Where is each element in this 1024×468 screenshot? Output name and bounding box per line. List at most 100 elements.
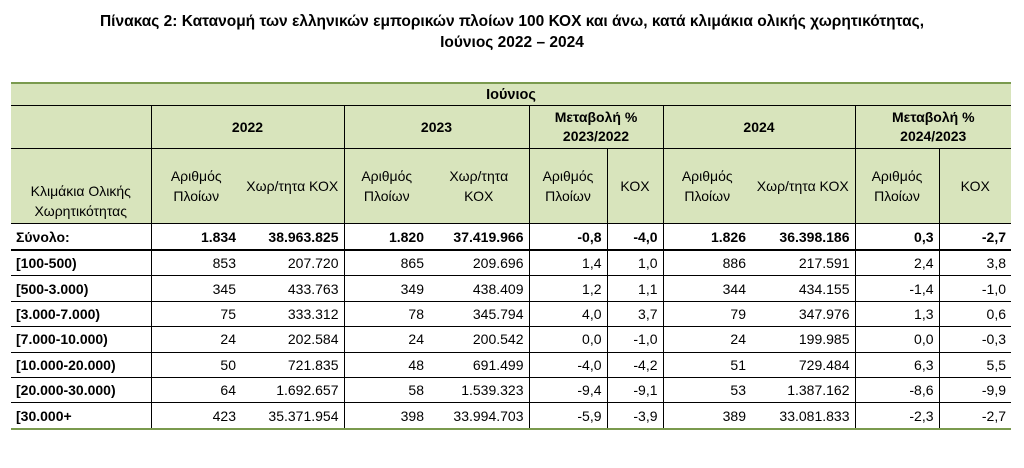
header-capacity-2023: Χωρ/τητα ΚΟΧ: [429, 148, 529, 224]
table-cell: 209.696: [429, 250, 529, 277]
table-cell: 691.499: [429, 352, 529, 378]
header-row-years: 2022 2023 Μεταβολή % 2023/2022 2024 Μετα…: [11, 105, 1011, 149]
table-cell: 1,1: [606, 275, 663, 302]
table-row: [500-3.000) 345 433.763 349 438.409 1,2 1,1 344…: [11, 275, 1011, 302]
table-cell: 33.081.833: [751, 402, 855, 430]
header-row-month: Ιούνιος: [11, 84, 1011, 106]
table-cell: 886: [662, 250, 751, 277]
table-cell: -3,9: [606, 402, 663, 430]
table-cell: 207.720: [241, 250, 344, 277]
table-cell: 1.834: [150, 223, 241, 251]
table-container: Ιούνιος 2022 2023 Μεταβολή % 2023/2022 2…: [11, 82, 1011, 430]
table-cell: -4,0: [528, 352, 607, 378]
table-cell: 58: [343, 377, 429, 404]
header-year-2022: 2022: [150, 105, 344, 149]
header-change-2024: Μεταβολή % 2024/2023: [854, 105, 1011, 149]
total-label: Σύνολο:: [11, 223, 151, 251]
header-month: Ιούνιος: [486, 86, 536, 103]
table-cell: 4,0: [528, 301, 607, 328]
table-cell: -1,4: [854, 275, 939, 302]
table-cell: 0,3: [854, 223, 939, 251]
table-cell: 1.539.323: [429, 377, 529, 404]
table-cell: 1,2: [528, 275, 607, 302]
header-ships-2022: Αριθμός Πλοίων: [150, 148, 241, 224]
table-cell: 1.826: [662, 223, 751, 251]
table-cell: 78: [343, 301, 429, 328]
table-cell: -2,3: [854, 402, 939, 430]
table-cell: 48: [343, 352, 429, 378]
header-change-2023: Μεταβολή % 2023/2022: [528, 105, 663, 149]
table-cell: -0,8: [528, 223, 607, 251]
table-cell: 423: [150, 402, 241, 430]
row-label: [20.000-30.000): [11, 377, 151, 404]
row-label: [100-500): [11, 250, 151, 277]
table-cell: 1.820: [343, 223, 429, 251]
row-label: [30.000+: [11, 402, 151, 430]
fleet-table: Ιούνιος 2022 2023 Μεταβολή % 2023/2022 2…: [11, 82, 1011, 430]
table-cell: 1,4: [528, 250, 607, 277]
table-cell: 721.835: [241, 352, 344, 378]
row-label: [7.000-10.000): [11, 326, 151, 353]
table-cell: -0,3: [938, 326, 1011, 353]
header-change-ships-2024: Αριθμός Πλοίων: [854, 148, 939, 224]
header-capacity-2022: Χωρ/τητα ΚΟΧ: [241, 148, 344, 224]
header-year-2023: 2023: [343, 105, 529, 149]
header-change-kox-2023: ΚΟΧ: [606, 148, 663, 224]
table-title: Πίνακας 2: Κατανομή των ελληνικών εμπορι…: [0, 11, 1024, 53]
table-cell: 729.484: [751, 352, 855, 378]
table-cell: 75: [150, 301, 241, 328]
table-cell: 398: [343, 402, 429, 430]
header-change-ships-2023: Αριθμός Πλοίων: [528, 148, 607, 224]
table-cell: 79: [662, 301, 751, 328]
table-cell: 33.994.703: [429, 402, 529, 430]
table-cell: 345.794: [429, 301, 529, 328]
table-cell: -4,0: [606, 223, 663, 251]
row-label: [500-3.000): [11, 275, 151, 302]
table-cell: -8,6: [854, 377, 939, 404]
table-row: [7.000-10.000) 24 202.584 24 200.542 0,0 -1,0 2…: [11, 326, 1011, 353]
table-cell: 344: [662, 275, 751, 302]
table-row: [3.000-7.000) 75 333.312 78 345.794 4,0 3,7 79 3…: [11, 301, 1011, 328]
table-cell: 1.387.162: [751, 377, 855, 404]
table-row: [20.000-30.000) 64 1.692.657 58 1.539.323 -9,…: [11, 377, 1011, 404]
table-cell: 3,8: [938, 250, 1011, 277]
header-year-2024: 2024: [662, 105, 855, 149]
table-cell: 3,7: [606, 301, 663, 328]
table-cell: 50: [150, 352, 241, 378]
table-cell: 347.976: [751, 301, 855, 328]
header-ships-2023: Αριθμός Πλοίων: [343, 148, 429, 224]
table-cell: 217.591: [751, 250, 855, 277]
table-cell: 38.963.825: [241, 223, 344, 251]
table-cell: 434.155: [751, 275, 855, 302]
header-change-kox-2024: ΚΟΧ: [938, 148, 1011, 224]
title-line-1: Πίνακας 2: Κατανομή των ελληνικών εμπορι…: [99, 13, 925, 30]
table-cell: 389: [662, 402, 751, 430]
table-cell: -1,0: [938, 275, 1011, 302]
table-cell: 2,4: [854, 250, 939, 277]
table-cell: 333.312: [241, 301, 344, 328]
title-line-2: Ιούνιος 2022 – 2024: [440, 34, 584, 51]
table-cell: -1,0: [606, 326, 663, 353]
table-cell: 35.371.954: [241, 402, 344, 430]
table-cell: -2,7: [938, 402, 1011, 430]
header-ships-2024: Αριθμός Πλοίων: [662, 148, 751, 224]
table-cell: 6,3: [854, 352, 939, 378]
table-cell: 345: [150, 275, 241, 302]
table-cell: 200.542: [429, 326, 529, 353]
table-cell: 349: [343, 275, 429, 302]
row-label: [3.000-7.000): [11, 301, 151, 328]
table-cell: 5,5: [938, 352, 1011, 378]
table-cell: -9,4: [528, 377, 607, 404]
table-cell: 433.763: [241, 275, 344, 302]
table-cell: -4,2: [606, 352, 663, 378]
table-cell: 36.398.186: [751, 223, 855, 251]
table-row: [10.000-20.000) 50 721.835 48 691.499 -4,0 -4,…: [11, 352, 1011, 378]
table-body: [100-500) 853 207.720 865 209.696 1,4 1,0 886 21…: [11, 250, 1011, 430]
table-cell: 24: [662, 326, 751, 353]
table-cell: -9,1: [606, 377, 663, 404]
table-cell: 51: [662, 352, 751, 378]
total-row: Σύνολο: 1.834 38.963.825 1.820 37.419.96…: [11, 223, 1011, 251]
table-cell: 53: [662, 377, 751, 404]
table-cell: 202.584: [241, 326, 344, 353]
table-cell: -5,9: [528, 402, 607, 430]
